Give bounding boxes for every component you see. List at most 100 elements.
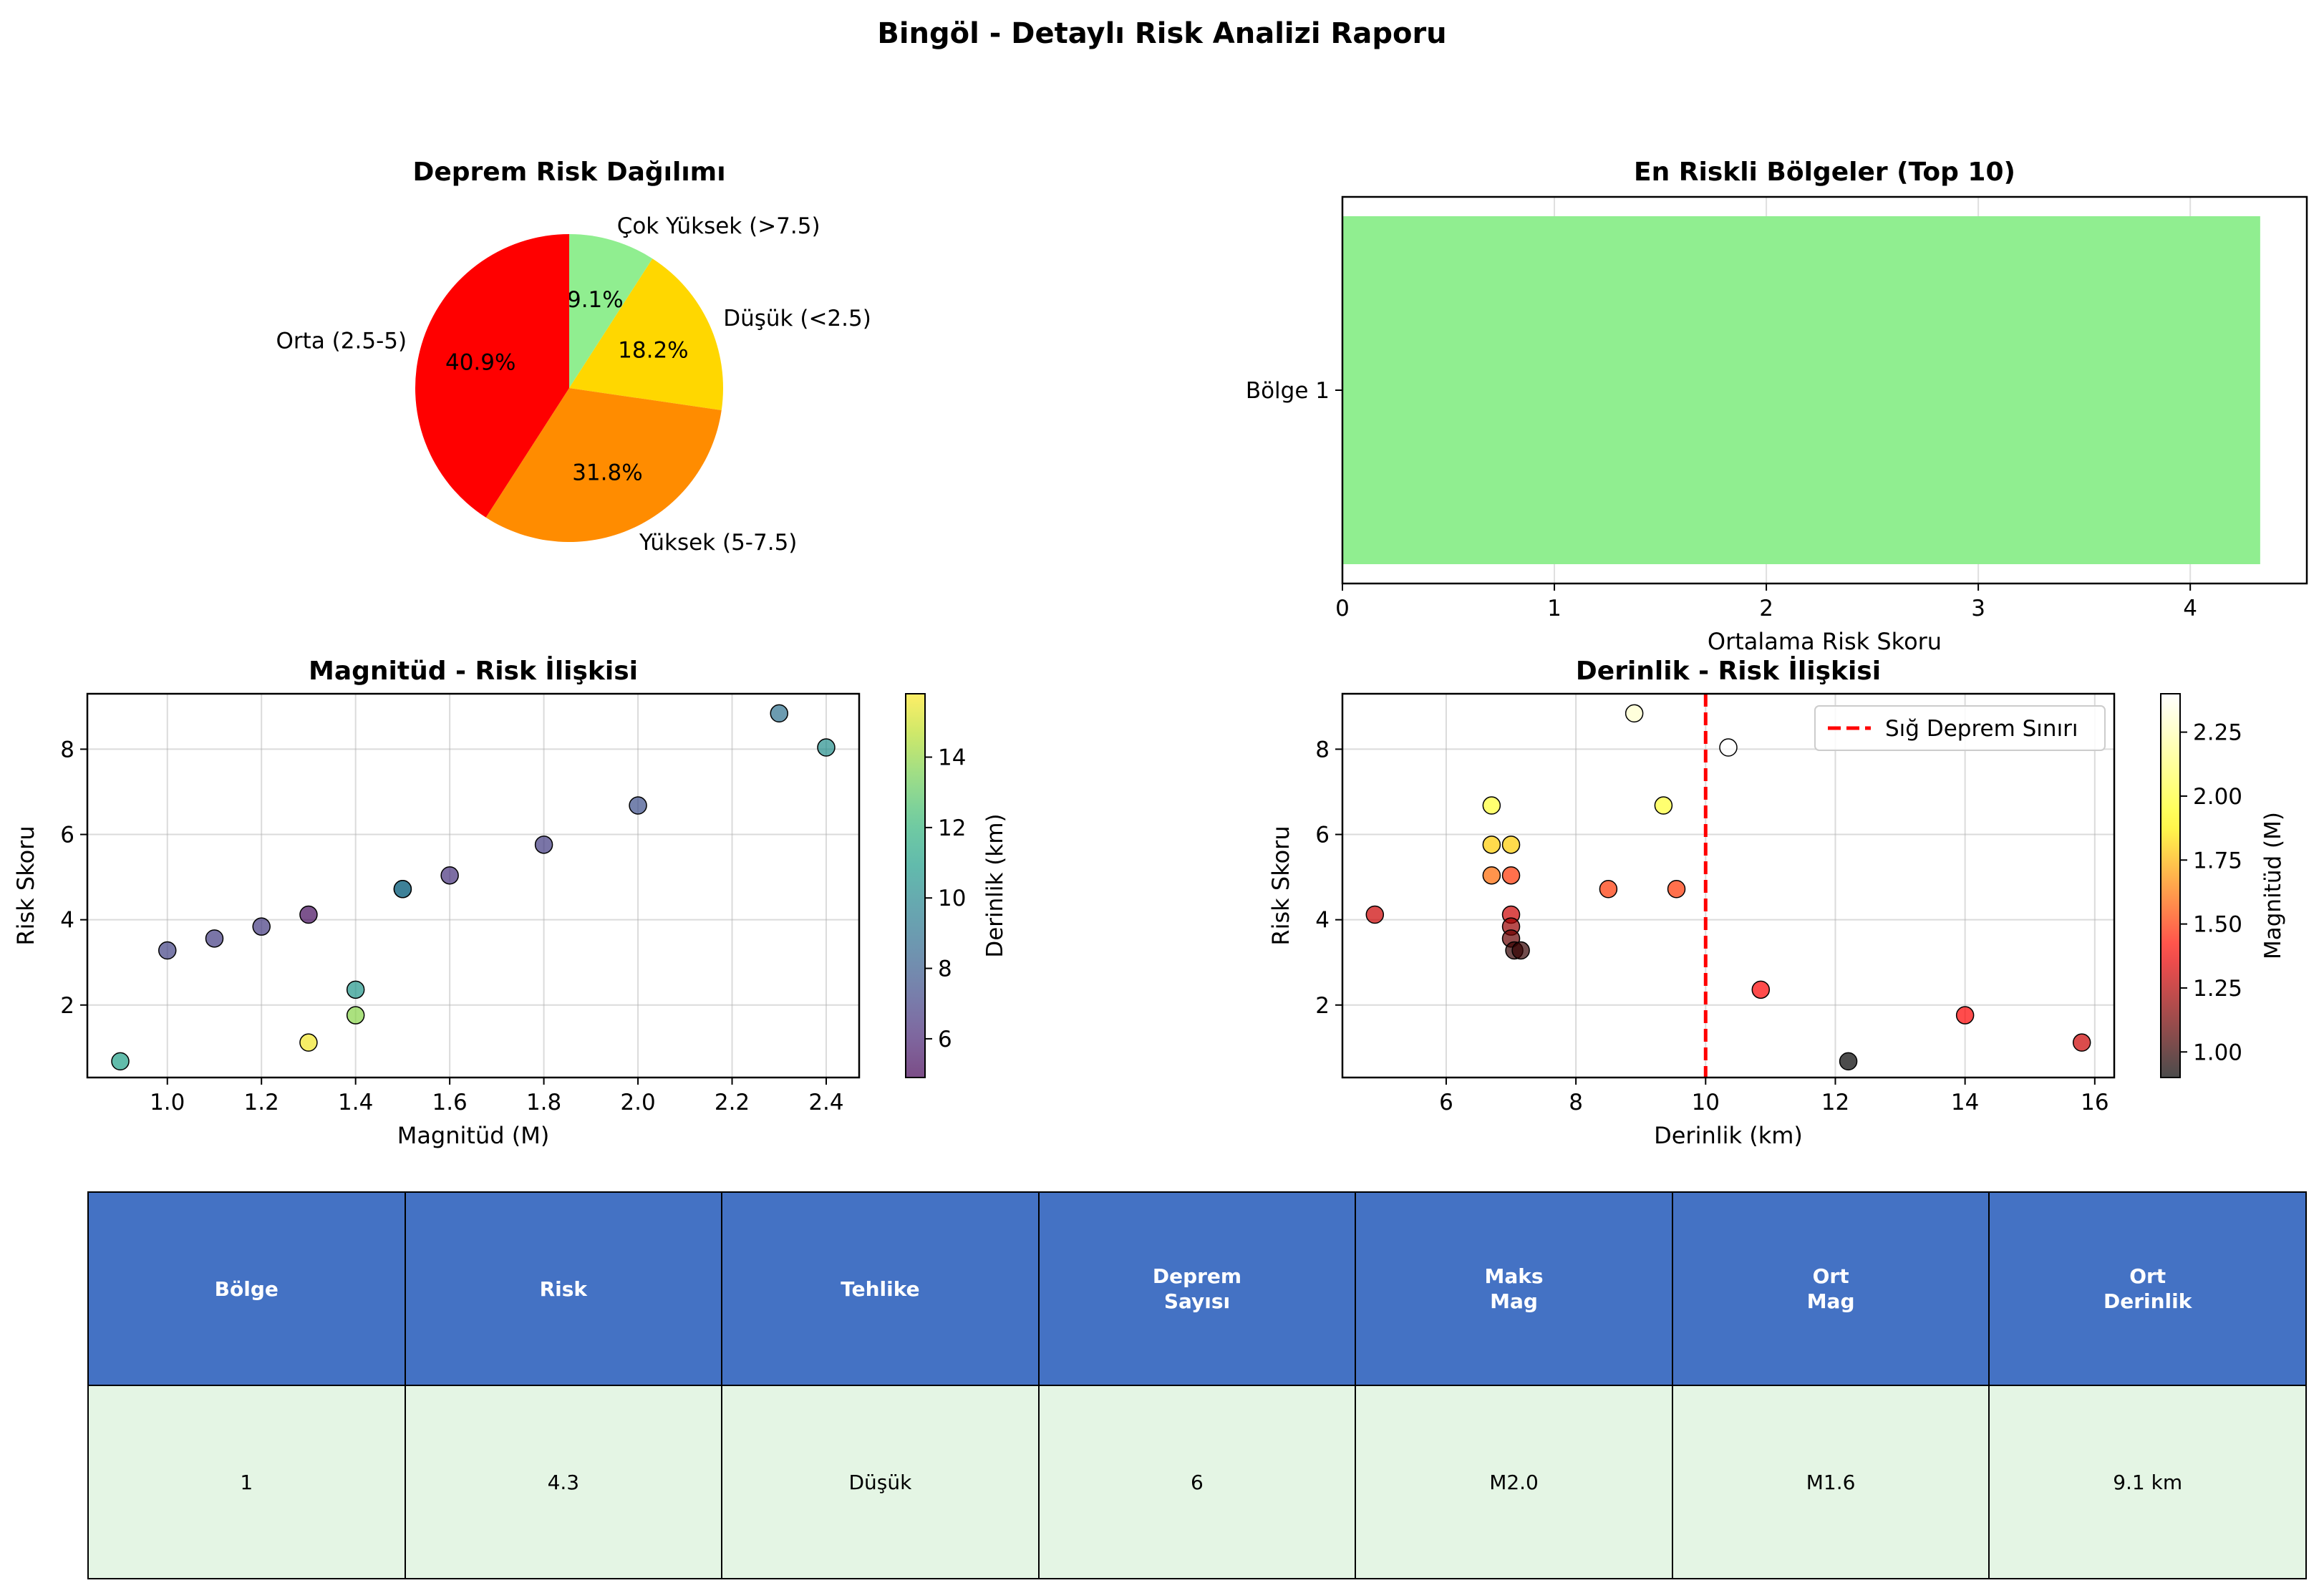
header-cell: Deprem Sayısı [1037,1191,1357,1386]
pie-slice-label: Çok Yüksek (>7.5) [617,213,820,239]
header-cell: Tehlike [721,1191,1040,1386]
category-label: Bölge 1 [1246,378,1330,404]
x-tick-label: 12 [1821,1090,1849,1115]
x-tick-label: 1 [1547,596,1562,621]
scatter-point [346,980,365,999]
pie-slice [485,388,722,542]
colorbar-label: Magnitüd (M) [2260,812,2286,959]
x-axis-label: Magnitüd (M) [397,1122,550,1149]
scatter-point [1667,880,1686,899]
y-tick-label: 4 [60,908,74,934]
bar-chart-title: En Riskli Bölgeler (Top 10) [1634,158,2015,187]
x-tick-label: 6 [1439,1090,1453,1115]
x-tick-label: 8 [1569,1090,1583,1115]
colorbar-frame [2160,693,2181,1078]
pie-slice-label: Orta (2.5-5) [276,328,407,354]
x-tick-label: 0 [1335,596,1350,621]
scatter-point [1599,880,1618,899]
scatter-point [158,941,177,960]
pie-slice [569,258,723,410]
scatter-point [299,905,318,924]
header-cell: Ort Mag [1671,1191,1990,1386]
scatter-point [1719,738,1738,757]
colorbar-tick-label: 6 [938,1027,952,1052]
x-tick-label: 4 [2183,596,2197,621]
x-tick-label: 2 [1759,596,1773,621]
table-cell: M1.6 [1671,1385,1990,1579]
colorbar-label: Derinlik (km) [982,813,1008,957]
x-tick-label: 2.0 [620,1090,655,1115]
x-tick-label: 14 [1951,1090,1979,1115]
header-cell: Bölge [87,1191,406,1386]
scatter-point [770,704,789,723]
pie-title: Deprem Risk Dağılımı [412,158,725,187]
scatter-depth-risk: Derinlik - Risk İlişkisi 6 8 10 12 14 16 2 4 6 8 De… [1267,656,2286,1149]
colorbar-tick-label: 8 [938,957,952,982]
x-tick-label: 1.4 [338,1090,373,1115]
x-tick-label: 1.0 [150,1090,185,1115]
scatter-point [817,738,836,757]
y-axis-label: Risk Skoru [1267,825,1294,945]
y-tick-label: 8 [1315,737,1330,762]
colorbar-tick-label: 2.25 [2193,720,2242,746]
x-tick-label: 1.2 [244,1090,279,1115]
colorbar-tick-label: 1.25 [2193,976,2242,1002]
pie-percent-label: 31.8% [572,460,642,485]
plot-frame [86,692,861,1079]
legend-label: Sığ Deprem Sınırı [1885,716,2078,742]
table-cell: Düşük [721,1385,1040,1579]
table-cell: 9.1 km [1988,1385,2307,1579]
scatter-point [629,796,647,815]
bar-chart: En Riskli Bölgeler (Top 10) Bölge 1 0 1 2 3 4 O… [1246,158,2308,655]
table-cell: 1 [87,1385,406,1579]
colorbar-tick-label: 10 [938,886,966,911]
x-axis-label: Ortalama Risk Skoru [1708,628,1942,655]
scatter-point [440,866,459,885]
colorbar-tick-label: 12 [938,815,966,841]
scatter-point [205,929,224,948]
scatter-point [111,1052,130,1071]
header-cell: Maks Mag [1355,1191,1673,1386]
scatter-point [534,836,553,854]
scatter-point [2072,1033,2091,1052]
pie-percent-label: 9.1% [567,287,624,313]
scatter-point [1511,941,1530,960]
scatter-point [1654,796,1673,815]
colorbar-gradient [2161,694,2180,1078]
colorbar-tick-label: 14 [938,745,966,771]
y-axis-label: Risk Skoru [12,825,39,945]
x-tick-label: 2.2 [715,1090,750,1115]
scatter-point [1482,866,1501,885]
scatter-point [1482,836,1501,854]
x-tick-label: 10 [1692,1090,1720,1115]
x-tick-label: 1.8 [526,1090,561,1115]
pie-slice-label: Düşük (<2.5) [723,306,871,331]
table-cell: 6 [1037,1385,1357,1579]
scatter-point [1839,1052,1858,1071]
y-tick-label: 4 [1315,908,1330,934]
scatter-point [393,880,412,899]
scatter-point [1365,905,1385,924]
pie-chart: Deprem Risk Dağılımı 9.1% Çok Yüksek (>7.5… [276,158,871,556]
colorbar-tick-label: 1.00 [2193,1040,2242,1065]
scatter-title: Magnitüd - Risk İlişkisi [309,656,638,686]
colorbar-tick-label: 2.00 [2193,784,2242,810]
x-tick-label: 1.6 [432,1090,467,1115]
scatter-point [252,917,271,936]
colorbar-frame [905,693,926,1078]
x-tick-label: 2.4 [808,1090,843,1115]
y-tick-label: 2 [60,993,74,1019]
plot-frame [1341,692,2116,1079]
pie-percent-label: 18.2% [618,338,688,364]
colorbar-tick-label: 1.75 [2193,848,2242,873]
legend-box [1814,705,2106,751]
scatter-title: Derinlik - Risk İlişkisi [1576,656,1881,686]
header-cell: Ort Derinlik [1988,1191,2307,1386]
bar [1342,216,2260,564]
y-tick-label: 8 [60,737,74,762]
scatter-point [1501,836,1521,854]
x-axis-label: Derinlik (km) [1654,1122,1803,1149]
y-tick-label: 6 [1315,823,1330,848]
header-cell: Risk [404,1191,723,1386]
scatter-point [1751,980,1771,999]
